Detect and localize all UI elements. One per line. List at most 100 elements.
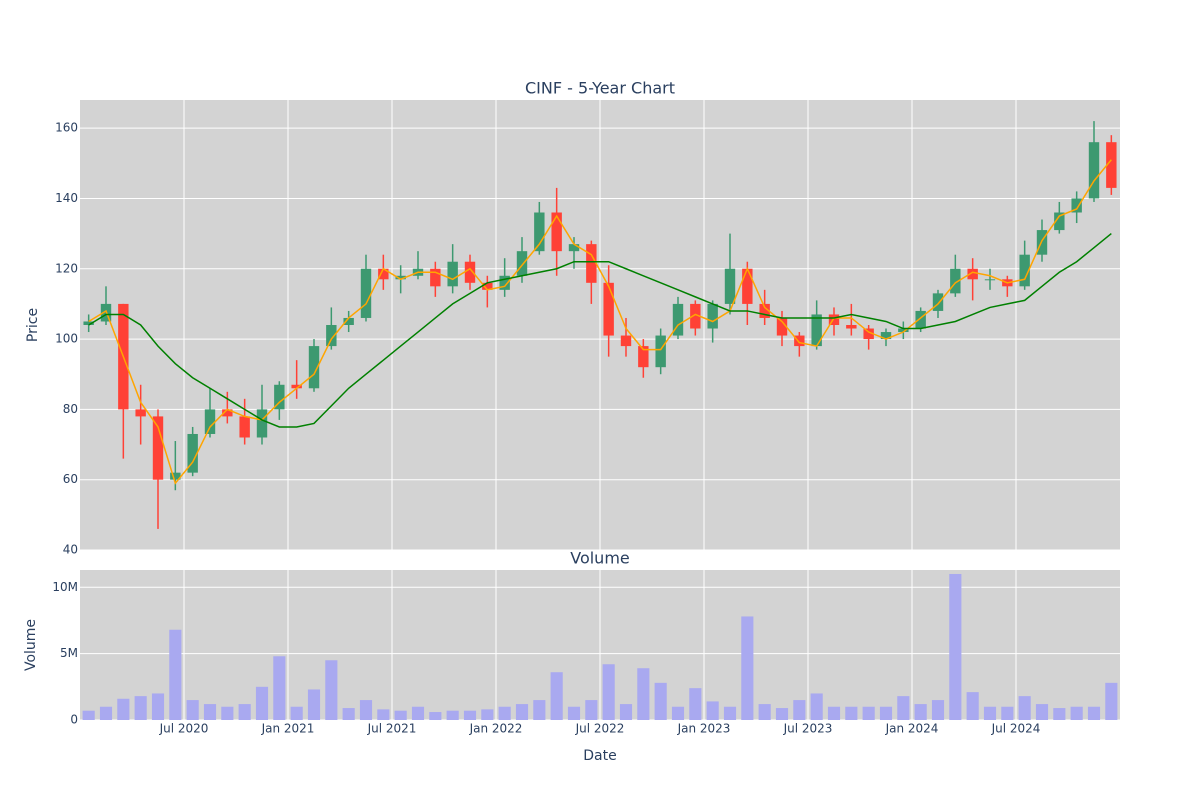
candle-body xyxy=(430,268,441,287)
volume-bar xyxy=(117,698,130,720)
volume-bar xyxy=(689,688,702,720)
volume-bar xyxy=(82,710,95,720)
x-tick-label: Jul 2020 xyxy=(159,722,209,736)
candle-body xyxy=(1054,212,1065,231)
candle-body xyxy=(551,212,562,252)
volume-bar xyxy=(151,693,165,720)
candle-body xyxy=(742,268,753,304)
x-tick-label: Jan 2022 xyxy=(469,722,523,736)
candle-body xyxy=(499,275,510,290)
candle-body xyxy=(170,472,181,480)
y-tick-label: 140 xyxy=(55,191,78,205)
candle-body xyxy=(967,268,978,280)
candle-body xyxy=(308,346,320,389)
candle-body xyxy=(794,335,805,347)
volume-bar xyxy=(966,692,979,720)
volume-bar xyxy=(1018,696,1031,720)
candle-body xyxy=(291,384,302,389)
candle-body xyxy=(274,384,285,410)
x-tick-label: Jan 2024 xyxy=(885,722,939,736)
candle-body xyxy=(239,416,250,438)
volume-bar xyxy=(342,708,355,720)
y-tick-label: 5M xyxy=(60,646,78,660)
volume-bar xyxy=(793,700,806,720)
candle-body xyxy=(776,317,788,336)
volume-bar xyxy=(377,709,390,720)
volume-bar xyxy=(394,710,407,720)
candle-body xyxy=(1071,198,1082,213)
volume-bar xyxy=(498,706,511,720)
y-tick-label: 40 xyxy=(63,543,78,557)
volume-bar xyxy=(983,706,997,720)
moving-average-line xyxy=(88,159,1112,485)
volume-bar xyxy=(1053,708,1066,720)
candle-body xyxy=(690,303,701,329)
volume-bar xyxy=(550,672,563,720)
x-axis-title: Date xyxy=(583,748,616,764)
candle-body xyxy=(343,317,354,325)
volume-bar xyxy=(134,696,147,720)
candle-body xyxy=(724,268,736,304)
candle-body xyxy=(655,335,666,368)
volume-bar xyxy=(862,706,875,720)
candle-body xyxy=(1088,142,1100,199)
candle-body xyxy=(880,332,892,340)
candle-body xyxy=(360,268,372,318)
volume-bar xyxy=(602,664,615,720)
volume-bar xyxy=(567,706,581,720)
volume-bar xyxy=(307,689,321,720)
candle-body xyxy=(759,303,770,318)
volume-title: Volume xyxy=(570,549,630,568)
volume-bar xyxy=(359,700,373,720)
volume-bar xyxy=(446,710,459,720)
candle-body xyxy=(464,261,476,283)
y-axis-title: Volume xyxy=(23,619,39,671)
volume-bar xyxy=(325,660,338,720)
x-tick-label: Jan 2023 xyxy=(677,722,731,736)
y-tick-label: 0 xyxy=(70,713,78,727)
volume-bar xyxy=(914,704,927,720)
y-tick-label: 160 xyxy=(55,121,78,135)
volume-bar xyxy=(827,706,841,720)
candle-body xyxy=(915,310,926,329)
volume-bar xyxy=(741,616,754,720)
volume-bar xyxy=(169,629,182,720)
volume-bar xyxy=(637,668,650,720)
moving-average-line xyxy=(88,233,1112,428)
x-tick-label: Jul 2022 xyxy=(575,722,625,736)
volume-bar xyxy=(845,706,858,720)
volume-bar xyxy=(186,700,199,720)
candle-body xyxy=(672,303,684,336)
y-axis-title: Price xyxy=(25,308,41,342)
candle-body xyxy=(447,261,458,287)
volume-bar xyxy=(203,704,217,720)
candle-body xyxy=(620,335,632,347)
candle-body xyxy=(950,268,961,294)
volume-bar xyxy=(221,706,234,720)
y-tick-label: 80 xyxy=(63,402,78,416)
volume-bar xyxy=(411,706,425,720)
y-tick-label: 100 xyxy=(55,332,78,346)
candle-body xyxy=(187,433,198,473)
candle-body xyxy=(378,268,389,280)
volume-bar xyxy=(99,706,113,720)
candle-body xyxy=(863,328,874,340)
volume-bar xyxy=(1035,704,1049,720)
candle-body xyxy=(222,409,233,417)
candle-body xyxy=(152,416,164,480)
volume-bar xyxy=(1105,682,1118,720)
volume-bar xyxy=(619,704,633,720)
candle-body xyxy=(984,279,996,281)
candle-body xyxy=(83,321,94,325)
volume-bar xyxy=(290,706,303,720)
candle-body xyxy=(898,328,909,333)
volume-bar xyxy=(255,686,269,720)
volume-bar xyxy=(758,704,771,720)
candle-body xyxy=(482,282,493,290)
volume-bar xyxy=(238,704,251,720)
y-tick-label: 60 xyxy=(63,472,78,486)
candle-body xyxy=(932,293,944,311)
candle-body xyxy=(326,325,337,347)
volume-bar xyxy=(810,693,823,720)
